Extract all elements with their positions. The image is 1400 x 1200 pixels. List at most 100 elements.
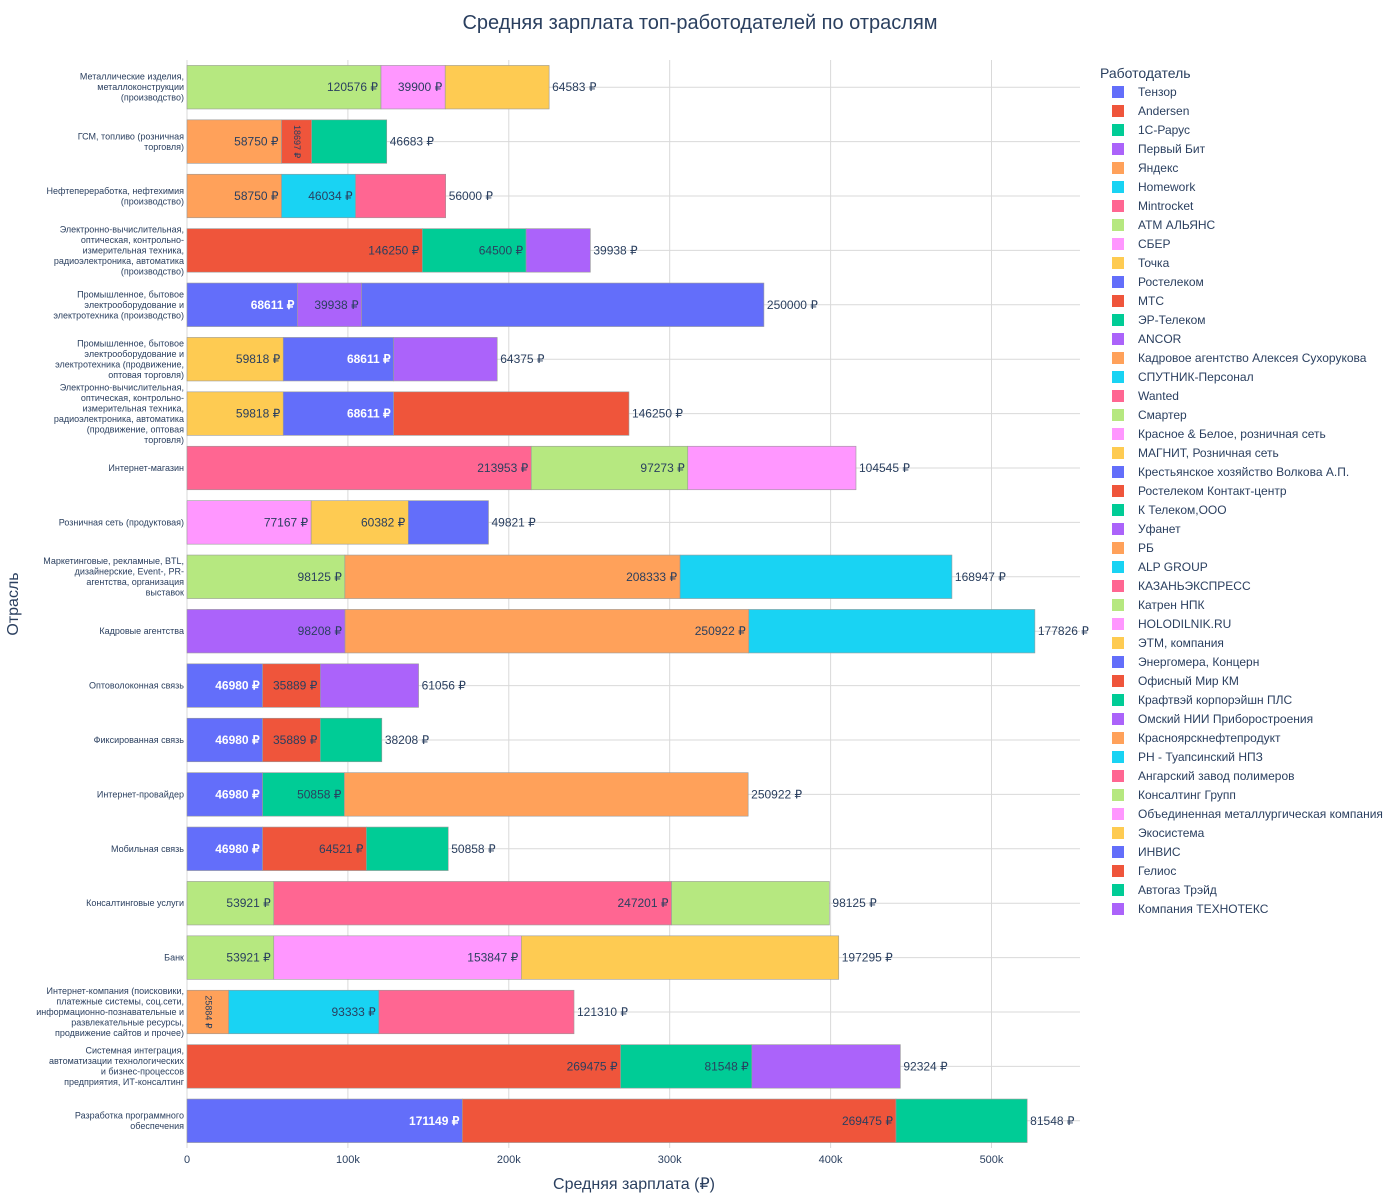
bar-value-label: 81548 ₽ [1030, 1114, 1075, 1128]
legend-item-label: ЭТМ, компания [1138, 636, 1224, 650]
legend-swatch [1112, 409, 1124, 421]
bar-segment [186, 881, 275, 926]
y-tick-label-line: торговля) [144, 142, 184, 152]
bar-segment [186, 826, 263, 871]
bar-segment [186, 119, 282, 164]
bar-value-label: 64375 ₽ [500, 352, 545, 366]
bar-segment [186, 1098, 463, 1143]
legend-item-label: МАГНИТ, Розничная сеть [1138, 446, 1279, 460]
bar-value-label: 46034 ₽ [308, 189, 353, 203]
y-tick-label-line: Интернет-провайдер [97, 789, 184, 799]
x-tick-label: 100k [336, 1154, 360, 1166]
bar-value-label: 250000 ₽ [767, 298, 818, 312]
y-tick-label: Промышленное, бытовое электрооборудование… [53, 289, 184, 320]
bar-segment [186, 65, 382, 110]
legend-item-label: СПУТНИК-Персонал [1138, 370, 1254, 384]
y-tick-label: Электронно-вычислительная, оптическая, ко… [54, 224, 184, 276]
y-tick-label-line: оптическая, контрольно- [81, 393, 184, 403]
bar-value-label: 46980 ₽ [215, 787, 260, 801]
legend-item-label: Точка [1138, 256, 1170, 270]
bar-value-label: 168947 ₽ [955, 570, 1006, 584]
legend-item-label: К Телеком,ООО [1138, 503, 1227, 517]
bar-segment [228, 989, 380, 1035]
y-tick-label-line: металлоконструкции [97, 82, 184, 92]
y-tick-label-line: электрооборудование и [84, 300, 184, 310]
y-tick-label-line: радиоэлектроника, автоматика [54, 414, 184, 424]
y-tick-label-line: информационно-познавательные и [36, 1007, 184, 1017]
legend-swatch [1112, 694, 1124, 706]
legend-item-label: Объединенная металлургическая компания [1138, 807, 1383, 821]
bar-segment [262, 826, 367, 871]
bar-segment [344, 609, 750, 654]
bar-segment [186, 391, 284, 436]
y-axis-label: Отрасль [5, 572, 22, 635]
legend-swatch [1112, 143, 1124, 155]
legend-swatch [1112, 238, 1124, 250]
legend-swatch [1112, 580, 1124, 592]
bar-segment [748, 609, 1036, 654]
legend-title: Работодатель [1100, 65, 1191, 81]
bar-segment [186, 337, 284, 382]
bar-value-label: 121310 ₽ [577, 1005, 628, 1019]
legend-item-label: Ангарский завод полимеров [1138, 769, 1295, 783]
legend-item-label: 1С-Рарус [1138, 123, 1190, 137]
legend-item-label: Wanted [1138, 389, 1179, 403]
bar-segment [895, 1098, 1028, 1143]
y-tick-label-line: измерительная техника, [83, 245, 184, 255]
bar-value-label: 59818 ₽ [236, 352, 281, 366]
bar-value-label: 18697 ₽ [292, 125, 302, 159]
legend-swatch [1112, 352, 1124, 364]
bar-value-label: 39938 ₽ [314, 298, 359, 312]
legend-swatch [1112, 219, 1124, 231]
bar-segment [281, 173, 356, 219]
y-tick-label-line: электротехника (производство) [53, 310, 184, 320]
bar-value-label: 58750 ₽ [234, 135, 279, 149]
bar-value-label: 81548 ₽ [704, 1059, 749, 1073]
bar-value-label: 64521 ₽ [319, 842, 364, 856]
bar-segment [462, 1098, 897, 1143]
bar-segment [273, 881, 672, 926]
legend-swatch [1112, 428, 1124, 440]
legend-item-label: Ростелеком [1138, 275, 1204, 289]
legend-item-label: СБЕР [1138, 237, 1171, 251]
bar-value-label: 46683 ₽ [390, 135, 435, 149]
legend-item-label: Экосистема [1138, 826, 1205, 840]
bar-value-label: 250922 ₽ [695, 624, 746, 638]
y-tick-label: Розничная сеть (продуктовая) [59, 517, 184, 527]
bar-value-label: 53921 ₽ [226, 896, 271, 910]
y-tick-label: Системная интеграция, автоматизации техно… [49, 1046, 185, 1088]
bar-value-label: 46980 ₽ [215, 679, 260, 693]
bar-segment [361, 282, 765, 327]
y-tick-label-line: Маркетинговые, рекламные, BTL, [43, 556, 184, 566]
legend-swatch [1112, 371, 1124, 383]
legend-item-label: Катрен НПК [1138, 598, 1205, 612]
bar-value-label: 46980 ₽ [215, 842, 260, 856]
bar-value-label: 60382 ₽ [361, 515, 406, 529]
bar-segment [281, 119, 312, 164]
y-tick-label-line: Системная интеграция, [86, 1046, 184, 1056]
y-tick-label: Кадровые агентства [99, 626, 184, 636]
y-tick-label-line: Оптоволоконная связь [89, 681, 184, 691]
bar-value-label: 53921 ₽ [226, 951, 271, 965]
legend-swatch [1112, 618, 1124, 630]
bar-value-label: 92324 ₽ [903, 1059, 948, 1073]
bar-segment [620, 1044, 753, 1089]
y-tick-label-line: автоматизации технологических [49, 1056, 185, 1066]
y-tick-label-line: Разработка программного [75, 1111, 184, 1121]
bar-segment [186, 989, 229, 1035]
y-tick-label: Банк [164, 953, 184, 963]
legend-swatch [1112, 181, 1124, 193]
bar-value-label: 50858 ₽ [451, 842, 496, 856]
legend-swatch [1112, 162, 1124, 174]
legend-item-label: Кадровое агентство Алексея Сухорукова [1138, 351, 1367, 365]
bar-segment [262, 717, 321, 763]
y-tick-label-line: Промышленное, бытовое [77, 289, 184, 299]
y-tick-label-line: агентства, организация [86, 577, 184, 587]
y-tick-label-line: обеспечения [130, 1121, 184, 1131]
bar-value-label: 247201 ₽ [617, 896, 668, 910]
chart-title: Средняя зарплата топ-работодателей по от… [462, 12, 937, 34]
bar-value-label: 77167 ₽ [264, 515, 309, 529]
bar-value-label: 61056 ₽ [422, 679, 467, 693]
legend-item-label: КАЗАНЬЭКСПРЕСС [1138, 579, 1251, 593]
legend-swatch [1112, 333, 1124, 345]
